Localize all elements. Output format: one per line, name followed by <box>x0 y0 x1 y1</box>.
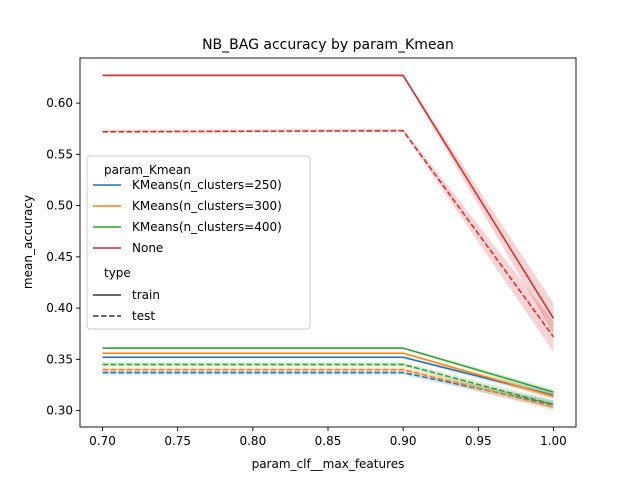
legend-style-label: test <box>132 309 155 323</box>
ci-band-none-train <box>102 74 554 334</box>
y-tick-label: 0.40 <box>46 301 73 315</box>
y-tick-label: 0.45 <box>46 250 73 264</box>
x-tick-label: 0.90 <box>390 434 417 448</box>
line-none-test <box>102 130 555 338</box>
y-tick-label: 0.30 <box>46 404 73 418</box>
legend-label: None <box>132 241 163 255</box>
legend-hue-title: param_Kmean <box>104 163 191 177</box>
y-tick-label: 0.60 <box>46 96 73 110</box>
x-tick-label: 1.00 <box>540 434 567 448</box>
chart-title: NB_BAG accuracy by param_Kmean <box>202 37 454 53</box>
line-kmeans-n-clusters-300-test <box>102 368 554 408</box>
y-tick-label: 0.55 <box>46 147 73 161</box>
x-axis-title: param_clf__max_features <box>252 457 405 471</box>
line-none-train <box>102 74 555 319</box>
line-kmeans-n-clusters-400-test <box>102 363 554 406</box>
legend: param_Kmean KMeans(n_clusters=250)KMeans… <box>86 155 311 330</box>
y-axis-title: mean_accuracy <box>21 195 35 289</box>
legend-style-entries: train test <box>93 288 160 323</box>
x-tick-label: 0.80 <box>239 434 266 448</box>
line-kmeans-n-clusters-300-train <box>102 352 554 397</box>
legend-hue-entries: KMeans(n_clusters=250) KMeans(n_clusters=… <box>93 178 282 255</box>
y-axis: 0.30 0.35 0.40 0.45 0.50 0.55 0.60 <box>46 96 80 418</box>
ci-band-none-test <box>102 128 554 353</box>
x-tick-label: 0.85 <box>315 434 342 448</box>
series-lines <box>102 74 555 408</box>
x-tick-label: 0.70 <box>89 434 116 448</box>
legend-style-label: train <box>132 288 160 302</box>
legend-label: KMeans(n_clusters=400) <box>132 220 282 234</box>
line-kmeans-n-clusters-400-train <box>102 347 554 393</box>
y-tick-label: 0.35 <box>46 352 73 366</box>
x-tick-label: 0.75 <box>164 434 191 448</box>
legend-box <box>86 155 311 330</box>
legend-style-title: type <box>104 266 131 280</box>
x-axis: 0.70 0.75 0.80 0.85 0.90 0.95 1.00 <box>89 427 567 448</box>
legend-label: KMeans(n_clusters=300) <box>132 199 282 213</box>
x-tick-label: 0.95 <box>465 434 492 448</box>
legend-label: KMeans(n_clusters=250) <box>132 178 282 192</box>
y-tick-label: 0.50 <box>46 199 73 213</box>
